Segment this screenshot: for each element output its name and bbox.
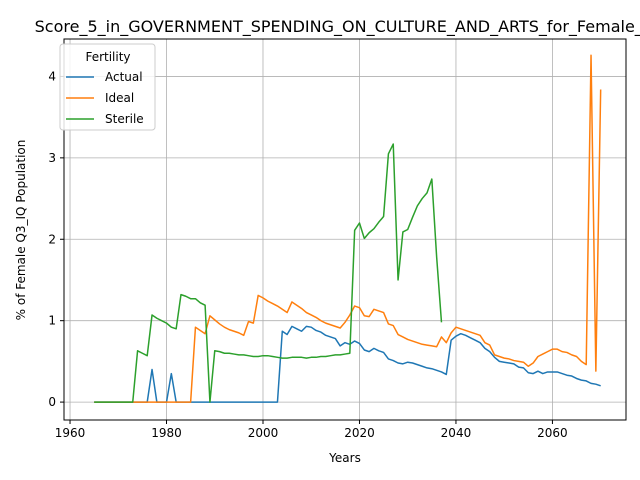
legend: Fertility Actual Ideal Sterile [59, 43, 156, 131]
series-line-sterile [94, 143, 443, 403]
chart-title: Score_5_in_GOVERNMENT_SPENDING_ON_CULTUR… [35, 17, 640, 37]
x-tick-label: 2060 [537, 426, 568, 440]
x-tick-label: 2020 [344, 426, 375, 440]
y-axis-ticks: 0 1 2 3 4 [48, 69, 64, 409]
legend-items: Actual Ideal Sterile [66, 70, 144, 126]
y-tick-label: 1 [48, 314, 56, 328]
series-line-ideal [94, 54, 602, 403]
y-tick-label: 2 [48, 232, 56, 246]
series-line-actual [94, 325, 601, 403]
legend-title: Fertility [85, 50, 130, 64]
y-tick-label: 4 [48, 69, 56, 83]
y-tick-label: 3 [48, 151, 56, 165]
plot-frame [63, 38, 627, 421]
legend-label-ideal: Ideal [105, 91, 134, 105]
x-tick-label: 2040 [441, 426, 472, 440]
x-tick-label: 1960 [55, 426, 86, 440]
y-tick-label: 0 [48, 395, 56, 409]
grid [64, 39, 626, 420]
x-axis-ticks: 1960 1980 2000 2020 2040 2060 [55, 420, 568, 440]
x-tick-label: 1980 [151, 426, 182, 440]
legend-box [59, 43, 156, 131]
x-tick-label: 2000 [248, 426, 279, 440]
legend-label-sterile: Sterile [105, 112, 144, 126]
x-axis-label: Years [328, 451, 361, 465]
legend-label-actual: Actual [105, 70, 143, 84]
data-series [94, 54, 602, 403]
y-axis-label: % of Female Q3_IQ Population [14, 140, 28, 321]
